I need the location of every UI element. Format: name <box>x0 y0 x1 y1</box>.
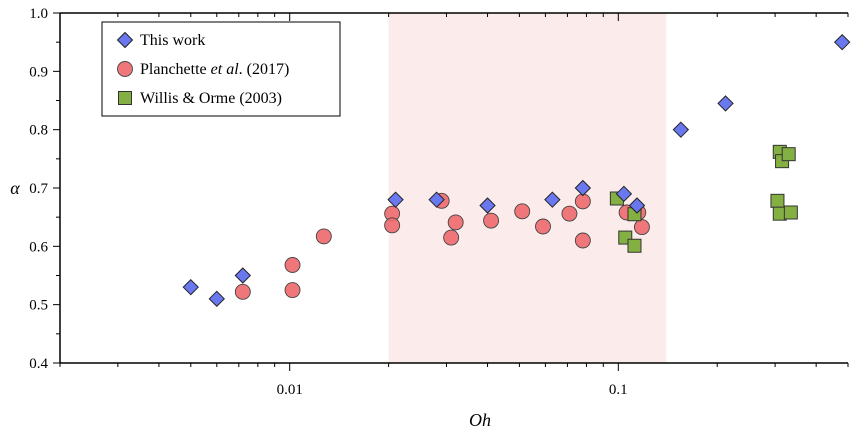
circle-point <box>443 229 460 246</box>
diamond-point <box>615 185 633 203</box>
legend-label-part: . (2017) <box>239 61 290 78</box>
legend-label: This work <box>140 32 205 49</box>
legend-label: Willis & Orme (2003) <box>140 90 282 107</box>
diamond-point <box>234 267 252 284</box>
legend-square-marker <box>118 91 132 105</box>
x-tick-label: 0.1 <box>609 382 628 398</box>
circle-point <box>574 232 591 249</box>
legend-diamond-marker <box>116 31 134 49</box>
diamond-point <box>428 191 445 208</box>
square-point <box>781 147 796 162</box>
y-tick-label: 0.5 <box>29 298 48 314</box>
diamond-point <box>387 191 404 208</box>
y-axis-title: α <box>10 178 20 198</box>
legend-label-part: et al <box>211 61 240 78</box>
diamond-point <box>208 290 225 308</box>
square-point <box>770 193 785 208</box>
diamond-point <box>574 179 592 197</box>
legend-label-part: Willis & Orme (2003) <box>140 90 282 107</box>
y-tick-label: 0.7 <box>29 181 48 197</box>
y-tick-label: 0.9 <box>29 64 48 80</box>
legend: This work Planchette et al. (2017) Willis … <box>101 21 341 117</box>
legend-label-part: Planchette <box>140 61 211 78</box>
diamond-point <box>544 191 561 208</box>
x-tick-label: 0.01 <box>277 382 303 398</box>
diamond-point <box>717 95 734 112</box>
circle-point <box>284 282 301 299</box>
y-tick-label: 0.4 <box>29 356 48 372</box>
y-tick-label: 0.6 <box>29 239 48 255</box>
diamond-point <box>672 121 690 138</box>
circle-point <box>483 212 500 229</box>
legend-label: Planchette et al. (2017) <box>140 61 289 78</box>
diamond-point <box>479 197 496 214</box>
shaded-region <box>388 13 667 363</box>
legend-box <box>101 21 341 117</box>
circle-point <box>284 257 301 273</box>
diamond-point <box>182 278 199 296</box>
circle-point <box>234 283 251 300</box>
circle-point <box>315 228 332 245</box>
diamond-point <box>833 33 851 51</box>
shaded-region-layer <box>388 13 667 363</box>
legend-circle-marker <box>117 61 133 77</box>
square-point <box>783 205 798 220</box>
data-points-layer <box>182 33 851 308</box>
y-tick-label: 0.8 <box>29 123 48 139</box>
diamond-point <box>628 197 646 214</box>
x-axis-title: Oh <box>469 410 491 430</box>
circle-point <box>514 203 531 220</box>
square-point <box>627 238 642 253</box>
axes-layer: 0.01 0.1 0.4 0.5 0.6 0.7 0.8 0.9 1.0 <box>29 6 849 398</box>
circle-point <box>384 217 401 234</box>
circle-point <box>447 214 464 231</box>
circle-point <box>561 205 578 222</box>
legend-label-part: This work <box>140 32 205 49</box>
circle-point <box>633 219 650 236</box>
y-tick-label: 1.0 <box>29 6 48 22</box>
circle-point <box>535 218 551 235</box>
